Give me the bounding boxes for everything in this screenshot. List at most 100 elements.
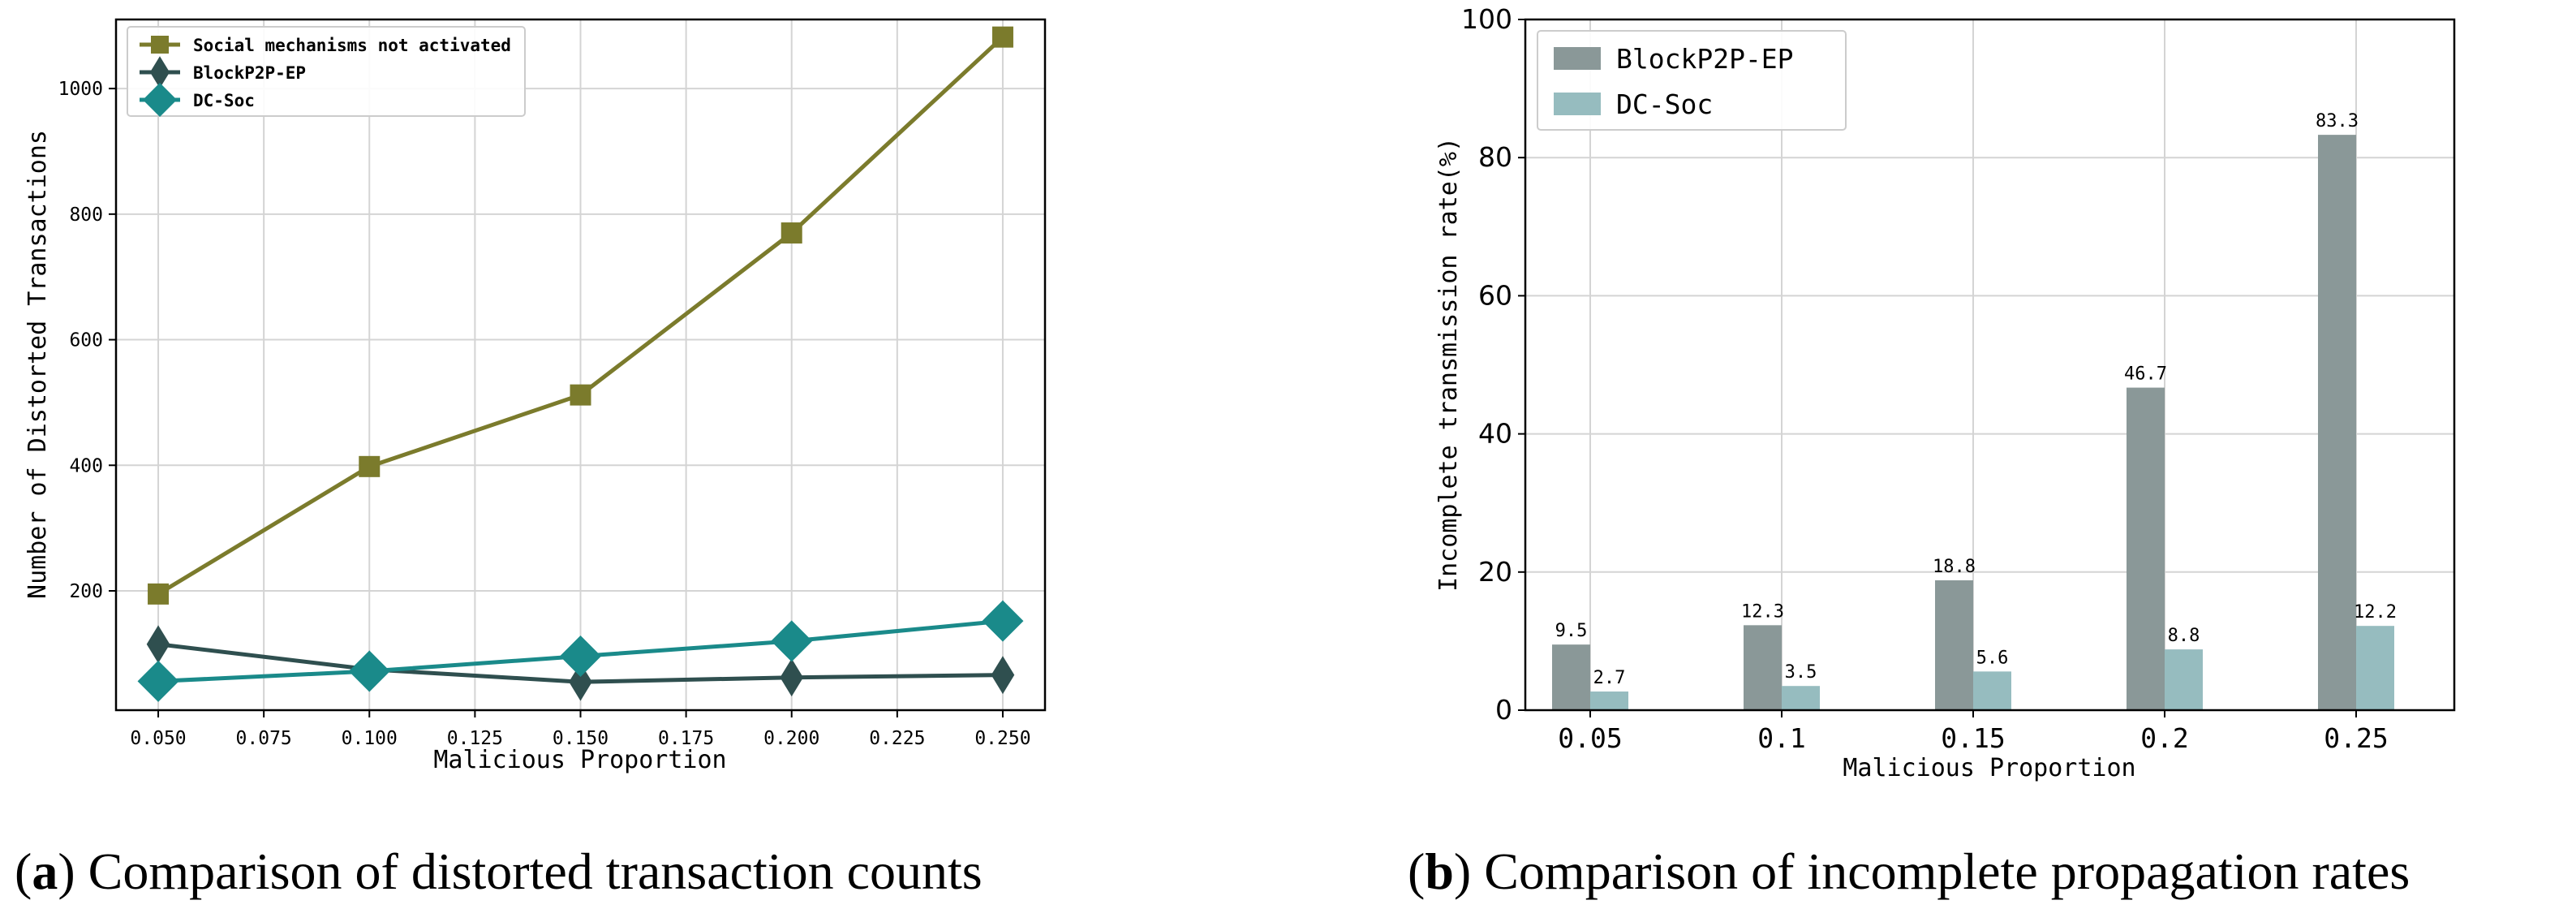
chart-a-x-tick-label: 0.075 — [236, 728, 292, 749]
chart-b-bar — [1782, 686, 1820, 710]
chart-a-data-point — [560, 635, 601, 677]
chart-a-grid — [116, 19, 1045, 710]
chart-b-bar — [1973, 671, 2011, 710]
chart-a-x-tick-label: 0.050 — [130, 728, 186, 749]
chart-b-y-tick-label: 100 — [1461, 3, 1512, 35]
chart-a-y-tick-label: 1000 — [58, 79, 103, 100]
chart-b-x-tick-label: 0.15 — [1941, 722, 2005, 754]
chart-a-y-tick-label: 400 — [69, 455, 103, 476]
chart-b-x-tick-label: 0.25 — [2324, 722, 2388, 754]
chart-a-y-tick-label: 600 — [69, 330, 103, 351]
chart-a-caption-open: ( — [15, 842, 32, 900]
chart-a-legend-marker — [149, 56, 170, 88]
chart-a-legend-label: BlockP2P-EP — [193, 63, 306, 83]
chart-b-x-tick-label: 0.05 — [1558, 722, 1622, 754]
chart-b-x-ticks: 0.05 0.1 0.15 0.2 0.25 — [1558, 710, 2389, 754]
chart-b-bar — [2165, 649, 2203, 710]
chart-a-data-point — [780, 658, 804, 697]
chart-a-data-point — [137, 660, 179, 702]
chart-a-legend-label: Social mechanisms not activated — [193, 36, 511, 55]
chart-b-bar-value-label: 9.5 — [1555, 621, 1588, 641]
chart-a-x-tick-label: 0.125 — [447, 728, 503, 749]
chart-b-bar — [1590, 692, 1628, 710]
chart-a-legend-label: DC-Soc — [193, 91, 255, 110]
chart-a-x-tick-label: 0.250 — [974, 728, 1030, 749]
chart-b-caption-open: ( — [1408, 842, 1425, 900]
chart-a-legend-marker — [151, 36, 169, 54]
chart-b-bar — [2127, 387, 2165, 710]
chart-b-bar-value-label: 18.8 — [1933, 557, 1976, 577]
chart-b-y-ticks: 0 20 40 60 80 100 — [1461, 3, 1525, 726]
chart-b-x-tick-label: 0.2 — [2140, 722, 2189, 754]
chart-b-y-axis-label: Incomplete transmission rate(%) — [1434, 137, 1463, 592]
chart-b-y-tick-label: 60 — [1478, 279, 1512, 311]
chart-a-data-point — [781, 222, 802, 244]
chart-b-caption: (b) Comparison of incomplete propagation… — [1408, 842, 2410, 900]
chart-a-y-tick-label: 800 — [69, 205, 103, 226]
chart-b-bars: 9.5 12.3 18.8 46.7 83.3 2.7 3.5 5.6 8.8 12.2 — [1552, 111, 2397, 710]
chart-b-bar — [1552, 644, 1590, 710]
chart-a-data-point — [991, 656, 1015, 695]
chart-b-bar — [1744, 625, 1782, 710]
chart-b-x-axis-label: Malicious Proportion — [1843, 754, 2135, 782]
chart-a-y-axis-label: Number of Distorted Transactions — [24, 130, 52, 599]
chart-b-y-tick-label: 80 — [1478, 141, 1512, 173]
chart-b-caption-text: Comparison of incomplete propagation rat… — [1484, 842, 2410, 900]
chart-a-legend-box — [127, 26, 526, 117]
chart-a-x-axis-label: Malicious Proportion — [433, 746, 726, 774]
chart-a-data-point — [148, 583, 170, 605]
chart-b-x-tick-label: 0.1 — [1757, 722, 1806, 754]
chart-b-y-tick-label: 40 — [1478, 418, 1512, 450]
chart-a: 0.050 0.075 0.100 0.125 0.150 0.175 0.200 0.225… — [15, 18, 1047, 900]
chart-b-bar-value-label: 3.5 — [1785, 662, 1817, 683]
chart-b-bar-value-label: 2.7 — [1593, 668, 1626, 688]
chart-b-bar-value-label: 12.3 — [1741, 601, 1784, 622]
chart-b-y-tick-label: 0 — [1495, 694, 1512, 726]
chart-a-x-tick-label: 0.200 — [763, 728, 819, 749]
chart-a-legend-marker — [143, 83, 177, 117]
chart-b-legend-box — [1537, 30, 1847, 131]
chart-a-data-point — [771, 620, 813, 662]
chart-b-bar-value-label: 46.7 — [2124, 364, 2167, 385]
chart-b-bar-value-label: 8.8 — [2168, 626, 2200, 646]
chart-b-y-tick-label: 20 — [1478, 556, 1512, 588]
chart-a-x-tick-label: 0.150 — [553, 728, 609, 749]
chart-a-caption: (a) Comparison of distorted transaction … — [15, 842, 983, 900]
chart-b-caption-letter: b — [1425, 842, 1454, 900]
chart-a-data-point — [348, 650, 390, 692]
chart-a-data-point — [982, 600, 1024, 642]
svg-text:(a) Comparison of distorted tr: (a) Comparison of distorted transaction … — [15, 842, 983, 900]
chart-a-caption-text: Comparison of distorted transaction coun… — [88, 842, 983, 900]
chart-b-legend-label: BlockP2P-EP — [1616, 43, 1794, 75]
chart-b: 9.5 12.3 18.8 46.7 83.3 2.7 3.5 5.6 8.8 12.2 0.05… — [1408, 3, 2456, 900]
chart-a-data-point — [569, 662, 592, 701]
chart-a-data-point — [991, 26, 1013, 48]
chart-b-bar — [1935, 580, 1973, 710]
chart-a-x-ticks: 0.050 0.075 0.100 0.125 0.150 0.175 0.200 0.225… — [130, 710, 1031, 749]
chart-a-x-tick-label: 0.225 — [869, 728, 925, 749]
chart-a-y-ticks: 200 400 600 800 1000 — [58, 79, 116, 602]
chart-a-y-tick-label: 200 — [69, 581, 103, 602]
chart-b-legend-swatch — [1554, 93, 1601, 115]
chart-a-x-tick-label: 0.100 — [342, 728, 398, 749]
chart-b-bar-value-label: 83.3 — [2316, 111, 2359, 131]
chart-a-data-point — [146, 625, 170, 664]
chart-a-data-point — [570, 384, 591, 406]
chart-a-legend: Social mechanisms not activated BlockP2P-… — [127, 26, 526, 117]
chart-b-bar — [2356, 626, 2394, 710]
chart-a-data-point — [359, 455, 381, 477]
svg-text:(b) Comparison of incomplete p: (b) Comparison of incomplete propagation… — [1408, 842, 2410, 900]
chart-b-legend: BlockP2P-EP DC-Soc — [1537, 30, 1847, 131]
chart-b-legend-swatch — [1554, 47, 1601, 70]
chart-b-caption-close: ) — [1454, 842, 1484, 900]
chart-a-x-tick-label: 0.175 — [658, 728, 714, 749]
chart-b-plot-frame — [1524, 18, 2456, 712]
chart-a-caption-letter: a — [32, 842, 58, 900]
chart-a-series — [137, 26, 1024, 702]
chart-b-legend-label: DC-Soc — [1616, 88, 1713, 120]
chart-b-bar-value-label: 12.2 — [2354, 602, 2397, 623]
chart-b-bar — [2318, 135, 2356, 710]
chart-a-caption-close: ) — [58, 842, 88, 900]
chart-b-bar-value-label: 5.6 — [1976, 648, 2009, 668]
